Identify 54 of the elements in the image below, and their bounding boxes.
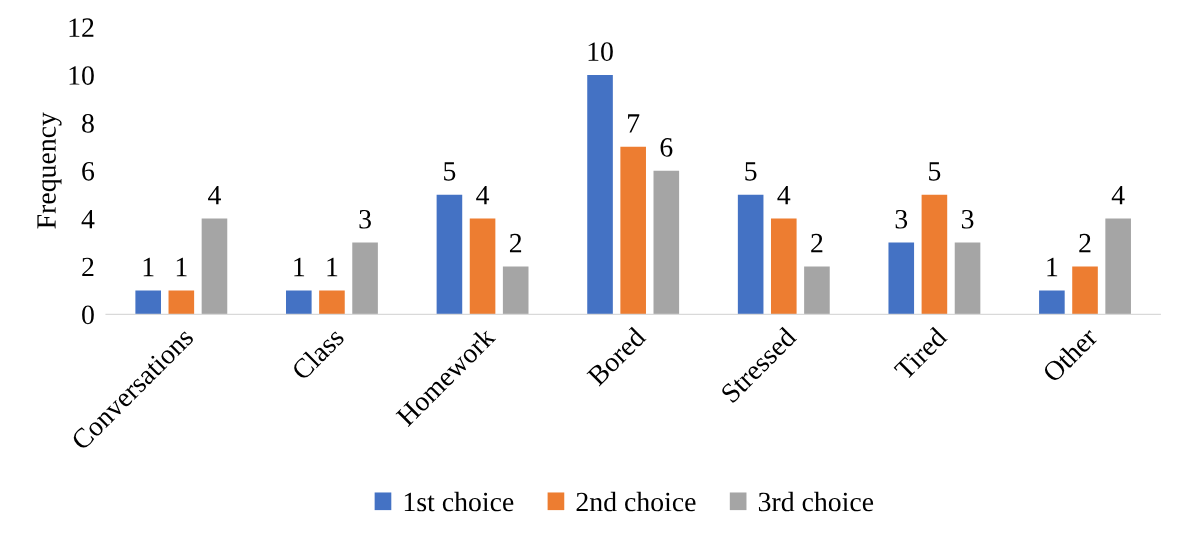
bar <box>1039 290 1065 315</box>
data-label: 4 <box>1111 186 1125 205</box>
data-label: 3 <box>359 209 371 229</box>
data-label: 3 <box>895 209 908 229</box>
data-label: 2 <box>509 233 522 253</box>
data-label: 1 <box>176 257 187 277</box>
data-label: 2 <box>1079 233 1091 253</box>
y-axis-title: Frequency <box>37 112 62 229</box>
y-tick-label: 10 <box>69 66 94 85</box>
bar <box>502 266 529 315</box>
bar <box>1105 218 1131 315</box>
bar <box>135 290 161 315</box>
y-tick-label: 0 <box>82 305 94 325</box>
bar <box>1072 266 1098 315</box>
data-label: 4 <box>476 186 490 205</box>
data-label: 2 <box>811 233 823 253</box>
data-label: 4 <box>777 186 791 205</box>
data-label: 4 <box>208 186 221 205</box>
bar <box>888 242 915 315</box>
bar <box>921 194 948 315</box>
bar <box>201 218 228 315</box>
y-tick-label: 4 <box>81 209 95 229</box>
data-label: 5 <box>444 162 456 181</box>
y-tick-label: 6 <box>82 161 95 181</box>
y-tick-label: 8 <box>82 114 94 133</box>
bar <box>469 218 496 315</box>
data-label: 3 <box>961 209 974 229</box>
data-label: 6 <box>660 138 673 157</box>
y-tick-label: 2 <box>82 257 94 277</box>
data-label: 1 <box>143 257 154 277</box>
bar <box>286 290 312 315</box>
bar <box>804 266 830 315</box>
legend-label: 1st choice <box>404 491 514 512</box>
legend-label: 3rd choice <box>758 491 874 512</box>
bar <box>319 290 345 315</box>
bar <box>770 218 797 315</box>
data-label: 10 <box>588 42 613 61</box>
bar <box>436 194 463 315</box>
legend-label: 2nd choice <box>576 491 696 512</box>
bar <box>587 74 613 315</box>
data-label: 7 <box>628 114 640 133</box>
data-label: 5 <box>745 162 757 181</box>
x-tick-label: Class <box>290 326 346 382</box>
data-label: 1 <box>294 257 305 277</box>
data-label: 5 <box>929 162 941 181</box>
bar <box>653 170 680 315</box>
bar <box>620 146 646 315</box>
data-label: 1 <box>1047 257 1058 277</box>
bar <box>954 242 981 315</box>
bar <box>737 194 764 315</box>
y-tick-label: 12 <box>69 18 94 37</box>
bar <box>168 290 195 315</box>
bar <box>352 242 378 315</box>
data-label: 1 <box>327 257 338 277</box>
